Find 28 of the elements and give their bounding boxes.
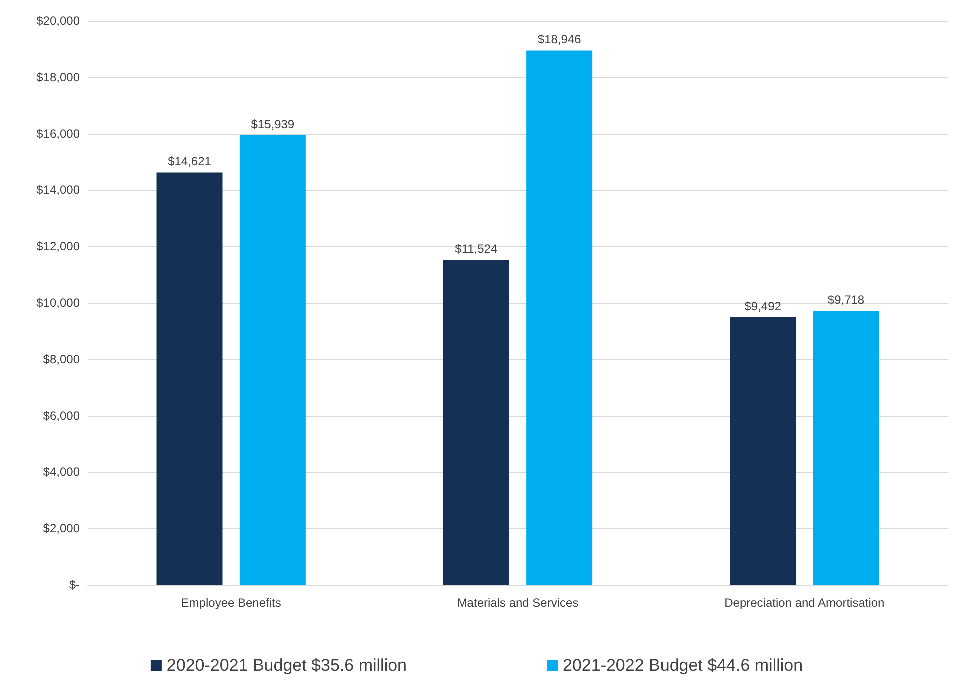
y-tick-label: $12,000: [36, 240, 80, 254]
y-tick-label: $10,000: [36, 296, 80, 310]
legend-label: 2021-2022 Budget $44.6 million: [563, 656, 804, 675]
y-tick-label: $18,000: [36, 70, 80, 84]
y-tick-label: $16,000: [36, 126, 80, 141]
x-tick-label: Depreciation and Amortisation: [724, 596, 885, 610]
bar: [156, 172, 223, 585]
y-tick-label: $-: [69, 578, 80, 592]
x-tick-label: Materials and Services: [457, 596, 579, 610]
y-tick-label: $4,000: [43, 465, 80, 480]
y-tick-label: $8,000: [43, 352, 80, 366]
y-tick-label: $6,000: [43, 408, 80, 423]
bar: [813, 310, 880, 585]
legend-label: 2020-2021 Budget $35.6 million: [166, 656, 408, 675]
bar: [240, 136, 306, 585]
data-label: $11,524: [455, 242, 498, 256]
bar: [730, 317, 796, 585]
y-tick-label: $20,000: [36, 14, 80, 28]
y-tick-label: $2,000: [43, 522, 80, 536]
data-label: $15,939: [251, 118, 295, 132]
data-label: $9,492: [744, 299, 782, 314]
data-label: $18,946: [538, 32, 582, 47]
bar: [443, 260, 510, 585]
data-label: $9,718: [828, 292, 865, 307]
x-tick-label: Employee Benefits: [181, 596, 282, 610]
data-label: $14,621: [168, 154, 212, 169]
y-tick-label: $14,000: [36, 183, 80, 198]
bar: [526, 50, 593, 585]
